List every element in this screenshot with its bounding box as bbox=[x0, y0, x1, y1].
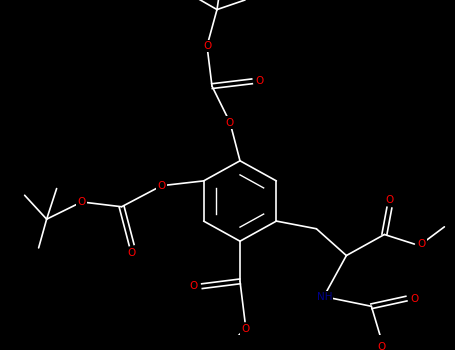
Text: O: O bbox=[385, 195, 394, 205]
Text: O: O bbox=[203, 41, 211, 51]
Text: O: O bbox=[241, 324, 249, 334]
Text: O: O bbox=[417, 239, 425, 249]
Text: O: O bbox=[256, 76, 264, 86]
Text: O: O bbox=[226, 118, 234, 127]
Text: O: O bbox=[190, 281, 198, 291]
Text: O: O bbox=[77, 197, 86, 207]
Text: O: O bbox=[377, 342, 385, 350]
Text: O: O bbox=[157, 181, 166, 191]
Text: O: O bbox=[127, 248, 136, 258]
Text: O: O bbox=[410, 294, 419, 303]
Text: NH: NH bbox=[317, 292, 332, 302]
